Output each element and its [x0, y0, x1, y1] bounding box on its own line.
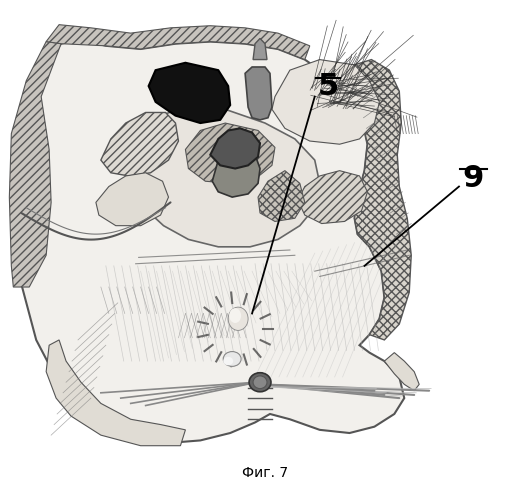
Polygon shape — [212, 150, 260, 197]
Polygon shape — [13, 40, 404, 444]
Text: 5: 5 — [318, 72, 339, 101]
Polygon shape — [10, 42, 61, 287]
Polygon shape — [96, 173, 168, 226]
Polygon shape — [46, 340, 185, 446]
Text: 9: 9 — [462, 164, 483, 192]
Polygon shape — [253, 38, 267, 60]
Ellipse shape — [223, 352, 241, 366]
Polygon shape — [185, 123, 275, 184]
Polygon shape — [46, 24, 310, 59]
Text: Фиг. 7: Фиг. 7 — [242, 466, 288, 479]
Polygon shape — [272, 60, 380, 144]
Polygon shape — [384, 352, 419, 391]
Polygon shape — [101, 112, 178, 176]
Polygon shape — [298, 170, 367, 224]
Ellipse shape — [249, 372, 271, 392]
Polygon shape — [210, 128, 260, 168]
Ellipse shape — [223, 357, 233, 366]
Ellipse shape — [228, 307, 248, 330]
Polygon shape — [340, 60, 411, 340]
Ellipse shape — [229, 308, 241, 323]
Polygon shape — [245, 67, 272, 120]
Ellipse shape — [253, 376, 267, 388]
Polygon shape — [149, 62, 230, 123]
Polygon shape — [258, 170, 305, 222]
Polygon shape — [131, 105, 320, 247]
